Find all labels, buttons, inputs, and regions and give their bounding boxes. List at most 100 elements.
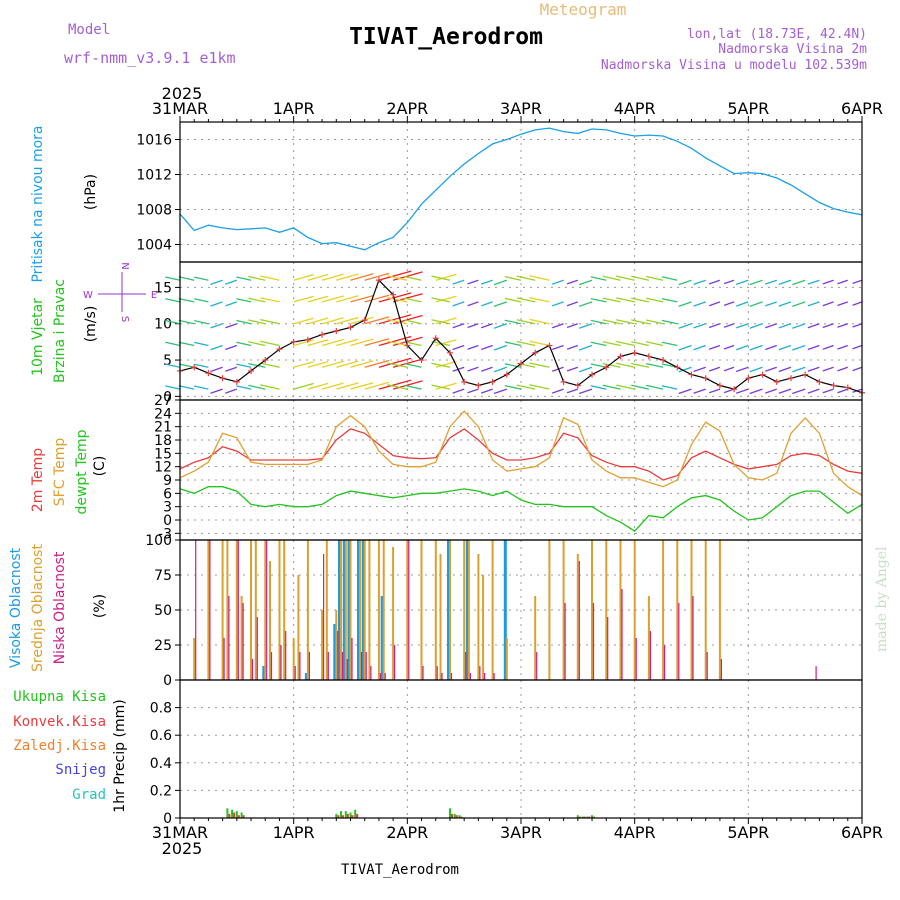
compass-w: W [83, 290, 93, 301]
precip-ytick-label: 0.8 [150, 701, 172, 717]
wind-barb [852, 279, 863, 285]
cloud-ytick-label: 50 [154, 603, 172, 619]
wind-barb [165, 363, 181, 368]
wind-ytick-label: 5 [163, 353, 172, 369]
wind-barb [516, 340, 536, 347]
wind-marker [787, 375, 794, 382]
precip-ytick-label: 0.6 [150, 728, 172, 744]
wind-marker [446, 349, 453, 356]
wind-marker [560, 378, 567, 385]
x-tick-label-bottom: 2APR [386, 823, 428, 842]
wind-barb [590, 297, 607, 303]
wind-barb [404, 362, 422, 368]
wind-barb [778, 344, 792, 351]
precip-bar-ukupna-kisa [449, 808, 451, 818]
precip-bar-konvek-kisa [356, 813, 359, 818]
cloud-bar-srednja-oblacnost [306, 540, 309, 680]
cloud-ytick-label: 0 [163, 673, 172, 689]
cloud-bar-niska-oblacnost [422, 666, 424, 680]
wind-barb [248, 341, 266, 347]
wind-barb [708, 344, 721, 350]
wind-barb [504, 297, 522, 303]
precip-bar-konvek-kisa [337, 815, 340, 818]
cloud-bar-srednja-oblacnost [321, 610, 324, 680]
wind-barb [646, 275, 664, 281]
wind-barb [210, 323, 223, 329]
cloud-bar-visoka-oblacnost [361, 540, 365, 680]
temperature-ytick-label: 18 [154, 433, 172, 449]
wind-barb [822, 323, 834, 329]
cloud-bar-visoka-oblacnost [447, 540, 450, 680]
wind-barb [480, 388, 493, 394]
wind-barb [378, 270, 412, 281]
precip-bar-konvek-kisa [455, 815, 458, 818]
wind-barb [293, 273, 314, 281]
wind-barb [467, 344, 479, 350]
wind-barb [516, 319, 536, 325]
wind-barb [631, 319, 650, 325]
wind-barb [225, 301, 238, 307]
wind-barb [578, 388, 593, 395]
wind-barb [452, 344, 465, 351]
cloud-bar-niska-oblacnost [270, 652, 273, 680]
cloud-bar-srednja-oblacnost [344, 540, 347, 680]
wind-barb [210, 388, 223, 394]
wind-barb [551, 301, 564, 307]
wind-barb [646, 341, 664, 347]
x-tick-label-bottom: 6APR [841, 823, 883, 842]
precip-bar-ukupna-kisa [591, 815, 593, 818]
precip-ytick-label: 0 [163, 811, 172, 827]
cloud-ytick-label: 25 [154, 638, 172, 654]
wind-barb [708, 301, 721, 307]
wind-barb [431, 384, 451, 390]
wind-barb [631, 275, 650, 281]
wind-barb [749, 301, 763, 308]
wind-barb [837, 366, 849, 372]
wind-barb [646, 297, 664, 303]
cloud-bar-visoka-oblacnost [357, 540, 360, 680]
cloud-bar-niska-oblacnost [592, 603, 595, 680]
wind-barb [293, 339, 314, 347]
wind-barb [566, 388, 579, 394]
cloud-bar-niska-oblacnost [384, 673, 386, 680]
wind-barb [321, 382, 344, 390]
wind-barb [165, 385, 181, 390]
wind-marker [503, 371, 510, 378]
wind-barb [493, 279, 508, 286]
cloud-bar-niska-oblacnost [294, 666, 296, 680]
wind-barb [293, 361, 314, 368]
temperature-ytick-label: 21 [154, 420, 172, 436]
cloud-bar-niska-oblacnost [379, 673, 381, 680]
wind-barb [504, 319, 522, 325]
cloud-bar-srednja-oblacnost [463, 540, 466, 680]
cloud-bar-srednja-oblacnost [335, 610, 338, 680]
wind-marker [248, 367, 255, 374]
wind-barb [765, 344, 778, 351]
wind-barb [387, 275, 408, 281]
wind-barb [693, 388, 706, 394]
wind-marker [674, 364, 681, 371]
temperature-ytick-label: 24 [154, 406, 172, 422]
wind-barb [194, 341, 209, 347]
cloud-bar-srednja-oblacnost [467, 540, 470, 680]
cloud-bar-srednja-oblacnost [449, 540, 451, 680]
cloud-bar-niska-oblacnost [256, 617, 258, 680]
wind-barb [708, 366, 721, 372]
wind-marker [475, 382, 482, 389]
wind-barb [165, 319, 181, 325]
wind-barb [792, 279, 806, 286]
cloud-bar-srednja-oblacnost [359, 540, 361, 680]
wind-barb [749, 279, 763, 286]
wind-barb [236, 276, 252, 281]
cloud-bar-srednja-oblacnost [377, 540, 380, 680]
wind-barb [822, 366, 834, 372]
cloud-bar-niska-oblacnost [408, 540, 410, 680]
cloud-bar-niska-oblacnost [536, 652, 538, 680]
wind-marker [319, 331, 326, 338]
cloud-bar-niska-oblacnost [346, 659, 348, 680]
cloud-bar-niska-oblacnost [209, 540, 211, 680]
wind-barb [616, 340, 635, 347]
wind-barb [807, 323, 820, 329]
wind-barb [236, 319, 252, 325]
precip-bar-ukupna-kisa [581, 816, 584, 818]
